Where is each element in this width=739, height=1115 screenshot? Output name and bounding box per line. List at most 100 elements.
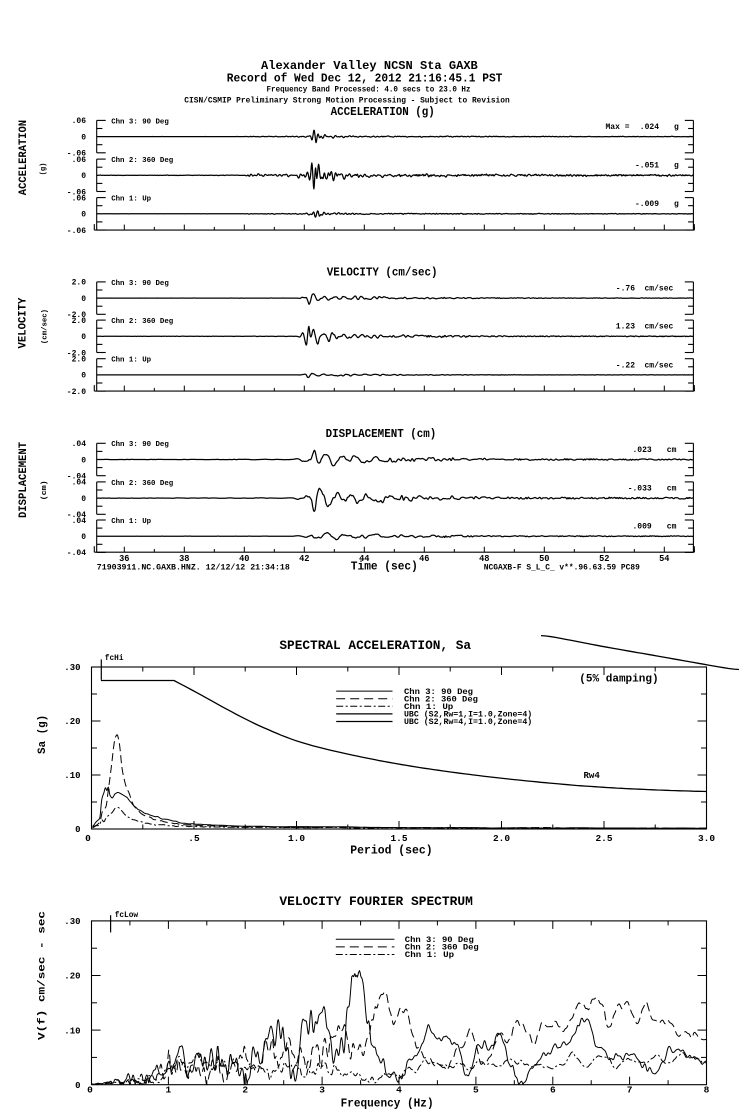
- svg-text:-.04: -.04: [67, 549, 86, 558]
- svg-text:-.033: -.033: [628, 485, 652, 494]
- svg-text:36: 36: [119, 554, 129, 564]
- svg-text:.04: .04: [72, 517, 87, 526]
- svg-text:2.0: 2.0: [72, 317, 87, 326]
- svg-text:6: 6: [550, 1085, 556, 1096]
- svg-text:0: 0: [81, 495, 86, 504]
- svg-text:1: 1: [166, 1085, 172, 1096]
- svg-text:cm: cm: [667, 485, 677, 494]
- svg-text:(5% damping): (5% damping): [579, 673, 658, 685]
- svg-text:Frequency (Hz): Frequency (Hz): [341, 1097, 434, 1110]
- svg-text:Chn 3: 90 Deg: Chn 3: 90 Deg: [404, 688, 473, 697]
- svg-text:cm: cm: [667, 523, 677, 532]
- svg-text:VELOCITY: VELOCITY: [17, 297, 29, 348]
- svg-text:0: 0: [81, 372, 86, 381]
- svg-text:2.0: 2.0: [493, 833, 510, 844]
- svg-text:0: 0: [81, 333, 86, 342]
- svg-text:3: 3: [319, 1085, 325, 1096]
- svg-text:.009: .009: [633, 523, 652, 532]
- svg-text:8: 8: [704, 1085, 710, 1096]
- svg-text:48: 48: [479, 554, 489, 564]
- svg-text:g: g: [674, 123, 679, 132]
- svg-text:Chn 2: 360 Deg: Chn 2: 360 Deg: [405, 944, 479, 953]
- svg-text:71903911.NC.GAXB.HNZ. 12/12/12: 71903911.NC.GAXB.HNZ. 12/12/12 21:34:18: [97, 562, 290, 572]
- svg-text:Chn 3: 90 Deg: Chn 3: 90 Deg: [405, 936, 474, 945]
- svg-text:-2.0: -2.0: [67, 311, 86, 320]
- svg-text:-.76: -.76: [616, 285, 635, 294]
- svg-text:Chn 1: Up: Chn 1: Up: [111, 196, 151, 204]
- svg-text:.20: .20: [64, 717, 80, 727]
- svg-text:0: 0: [75, 825, 80, 835]
- svg-text:fcLow: fcLow: [115, 912, 139, 920]
- svg-text:2.0: 2.0: [72, 279, 87, 288]
- svg-text:-.22: -.22: [616, 361, 635, 370]
- svg-text:cm: cm: [667, 446, 677, 455]
- svg-text:7: 7: [627, 1085, 633, 1096]
- svg-text:.06: .06: [72, 156, 87, 165]
- svg-text:Chn 3: 90 Deg: Chn 3: 90 Deg: [111, 280, 169, 288]
- svg-text:DISPLACEMENT: DISPLACEMENT: [18, 442, 30, 518]
- svg-text:ACCELERATION: ACCELERATION: [18, 120, 30, 195]
- svg-text:38: 38: [179, 554, 189, 564]
- svg-text:Chn 2: 360 Deg: Chn 2: 360 Deg: [111, 318, 173, 326]
- svg-text:cm/sec: cm/sec: [645, 323, 674, 332]
- svg-text:50: 50: [539, 554, 549, 564]
- svg-text:Sa (g): Sa (g): [37, 715, 49, 754]
- svg-text:46: 46: [419, 554, 429, 564]
- svg-text:.024: .024: [640, 123, 659, 132]
- svg-text:Rw4: Rw4: [584, 771, 601, 781]
- svg-text:-.06: -.06: [67, 227, 86, 236]
- svg-text:cm/sec: cm/sec: [645, 285, 674, 294]
- svg-text:Chn 3: 90 Deg: Chn 3: 90 Deg: [111, 441, 169, 449]
- svg-text:0: 0: [85, 833, 91, 844]
- svg-text:0: 0: [81, 133, 86, 142]
- svg-text:(cm): (cm): [41, 480, 49, 500]
- svg-text:-.009: -.009: [635, 200, 659, 209]
- svg-text:2.5: 2.5: [595, 833, 612, 844]
- svg-text:g: g: [674, 162, 679, 171]
- svg-text:Chn 2: 360 Deg: Chn 2: 360 Deg: [111, 157, 173, 165]
- svg-text:.023: .023: [633, 446, 652, 455]
- svg-text:Chn 1: Up: Chn 1: Up: [111, 357, 151, 365]
- svg-text:.04: .04: [72, 479, 87, 488]
- svg-text:(cm/sec): (cm/sec): [41, 309, 49, 344]
- svg-text:VELOCITY FOURIER SPECTRUM: VELOCITY FOURIER SPECTRUM: [279, 894, 473, 909]
- svg-text:0: 0: [87, 1085, 93, 1096]
- svg-text:0: 0: [81, 172, 86, 181]
- svg-text:Chn 2: 360 Deg: Chn 2: 360 Deg: [111, 480, 173, 488]
- svg-text:Alexander Valley NCSN Sta G: Alexander Valley NCSN Sta GAXB: [261, 60, 478, 73]
- svg-text:.06: .06: [72, 194, 87, 203]
- svg-text:UBC (S2,Rw=1,I=1.0,Zone=4): UBC (S2,Rw=1,I=1.0,Zone=4): [404, 711, 532, 720]
- svg-text:-.06: -.06: [67, 150, 86, 159]
- svg-text:0: 0: [81, 533, 86, 542]
- svg-text:.10: .10: [64, 1026, 80, 1036]
- svg-text:-.051: -.051: [635, 162, 659, 171]
- svg-text:Record of Wed Dec 12, 2012 21:: Record of Wed Dec 12, 2012 21:16:45.1 PS…: [227, 72, 503, 85]
- svg-text:0: 0: [81, 295, 86, 304]
- svg-text:2.0: 2.0: [72, 356, 87, 365]
- svg-text:54: 54: [659, 554, 670, 564]
- svg-text:Frequency Band Processed: 4.0: Frequency Band Processed: 4.0 secs to 23…: [267, 86, 471, 95]
- svg-text:Chn 1: Up: Chn 1: Up: [404, 703, 454, 712]
- svg-text:.04: .04: [72, 440, 87, 449]
- svg-text:0: 0: [81, 211, 86, 220]
- svg-text:-.04: -.04: [67, 473, 86, 482]
- svg-text:-.04: -.04: [67, 511, 86, 520]
- svg-text:(g): (g): [40, 163, 48, 176]
- svg-text:fcHi: fcHi: [105, 655, 124, 663]
- svg-text:3.0: 3.0: [698, 833, 715, 844]
- svg-text:.20: .20: [64, 972, 80, 982]
- svg-text:Chn 1: Up: Chn 1: Up: [405, 951, 455, 960]
- svg-text:.06: .06: [72, 117, 87, 126]
- svg-text:CISN/CSMIP Preliminary Strong: CISN/CSMIP Preliminary Strong Motion Pro…: [184, 96, 510, 105]
- svg-text:40: 40: [239, 554, 249, 564]
- svg-text:Chn 1: Up: Chn 1: Up: [111, 518, 151, 526]
- svg-text:4: 4: [396, 1085, 402, 1096]
- svg-text:Chn 3: 90 Deg: Chn 3: 90 Deg: [111, 118, 169, 126]
- svg-text:g: g: [674, 200, 679, 209]
- svg-text:-2.0: -2.0: [67, 349, 86, 358]
- svg-text:Max =: Max =: [606, 123, 630, 132]
- svg-text:Chn 2: 360 Deg: Chn 2: 360 Deg: [404, 695, 478, 704]
- svg-text:52: 52: [599, 554, 609, 564]
- svg-text:5: 5: [473, 1085, 479, 1096]
- svg-text:2: 2: [242, 1085, 248, 1096]
